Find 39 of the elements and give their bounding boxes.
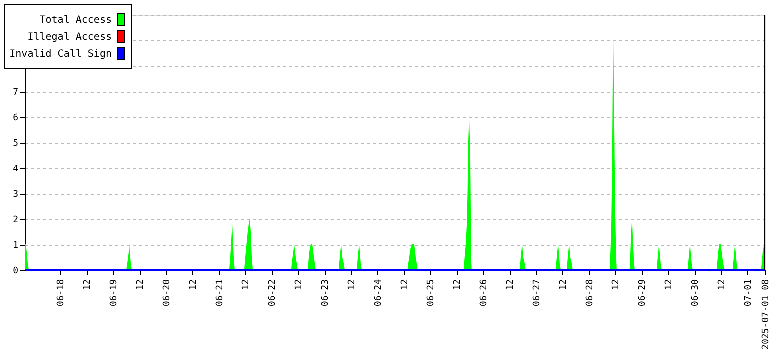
- y-tick-label: 1: [13, 241, 18, 251]
- x-tick-label: 12: [612, 280, 622, 290]
- y-tick-label: 4: [13, 164, 18, 174]
- x-tick-label: 06-20: [162, 280, 172, 307]
- x-tick-label: 12: [400, 280, 410, 290]
- x-tick-label: 12: [717, 280, 728, 290]
- x-tick-label: 12: [506, 280, 516, 290]
- x-tick-label: 06-25: [426, 280, 437, 307]
- x-tick-label: 12: [136, 280, 146, 290]
- x-tick-label: 12: [347, 280, 358, 290]
- x-tick-label: 06-21: [215, 280, 226, 307]
- y-tick-label: 2: [13, 216, 18, 226]
- y-tick-label: 5: [13, 139, 18, 149]
- legend-label: Invalid Call Sign: [10, 49, 112, 60]
- x-tick-label: 06-19: [110, 280, 120, 307]
- x-tick-label: 12: [294, 280, 305, 290]
- legend-label: Illegal Access: [28, 32, 112, 43]
- y-tick-label: 0: [13, 266, 18, 276]
- x-tick-label: 12: [83, 280, 94, 290]
- x-tick-label: 12: [188, 280, 199, 290]
- x-tick-label: 06-29: [638, 280, 648, 307]
- y-tick-label: 7: [13, 88, 18, 98]
- x-tick-label: 2025-07-01 08: [762, 280, 772, 350]
- x-tick-label: 06-28: [585, 280, 596, 307]
- x-tick-label: 06-26: [480, 280, 490, 307]
- x-tick-label: 06-24: [374, 280, 384, 307]
- y-tick-label: 6: [13, 114, 18, 124]
- x-tick-label: 06-30: [691, 280, 702, 307]
- x-tick-label: 06-27: [532, 280, 542, 307]
- x-tick-label: 12: [453, 280, 464, 290]
- x-tick-label: 06-18: [56, 280, 67, 307]
- x-tick-label: 07-01: [744, 280, 754, 307]
- x-tick-label: 06-23: [321, 280, 332, 307]
- x-tick-label: 12: [242, 280, 252, 290]
- legend-label: Total Access: [40, 15, 112, 26]
- y-tick-label: 3: [13, 190, 18, 200]
- x-tick-label: 06-22: [268, 280, 278, 307]
- x-tick-label: 12: [664, 280, 675, 290]
- x-tick-label: 12: [558, 280, 569, 290]
